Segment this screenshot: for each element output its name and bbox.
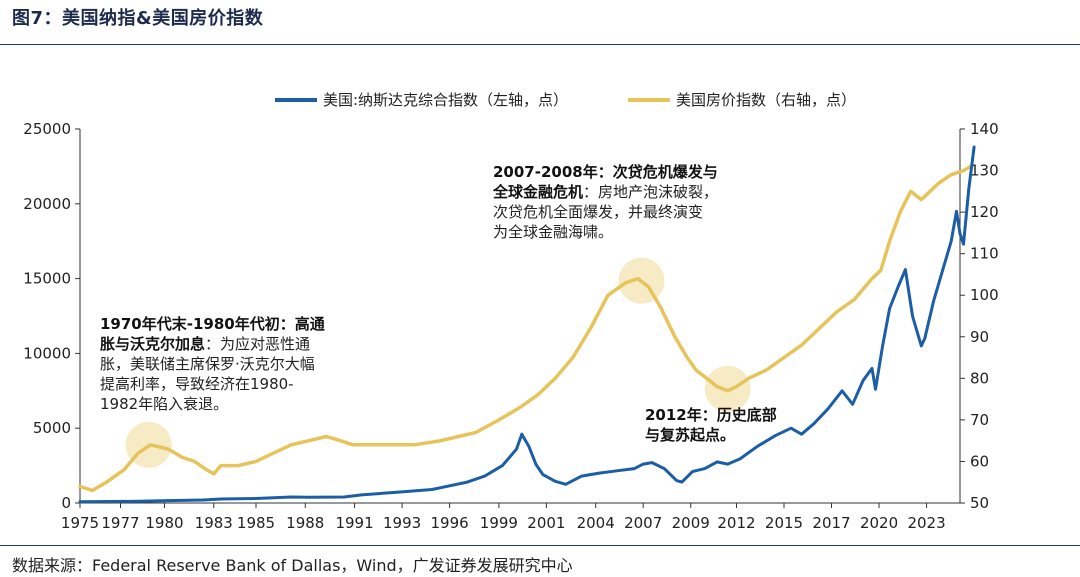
annotation-text: 1982年陷入衰退。 bbox=[100, 395, 229, 413]
annotation-bold-text: 1970年代末-1980年代初：高通 bbox=[100, 315, 325, 333]
x-tick-label: 2004 bbox=[577, 514, 615, 532]
annotation-line: 1970年代末-1980年代初：高通 bbox=[100, 314, 350, 334]
right-y-tick-label: 100 bbox=[970, 286, 999, 304]
right-y-tick-label: 110 bbox=[970, 245, 999, 263]
annotation-1970s: 1970年代末-1980年代初：高通 胀与沃克尔加息：为应对恶性通 胀，美联储主席保… bbox=[100, 314, 350, 414]
x-tick-label: 2007 bbox=[624, 514, 662, 532]
annotation-line: 胀，美联储主席保罗·沃克尔大幅 bbox=[100, 354, 350, 374]
x-tick-label: 2017 bbox=[812, 514, 850, 532]
annotation-text: 提高利率，导致经济在1980- bbox=[100, 375, 294, 393]
annotation-text: 胀，美联储主席保罗·沃克尔大幅 bbox=[100, 355, 315, 373]
annotation-bold-text: 全球金融危机 bbox=[493, 183, 584, 201]
bottom-rule bbox=[0, 545, 1080, 546]
annotation-line: 2012年：历史底部 bbox=[645, 405, 805, 425]
annotation-bold-text: 2012年：历史底部 bbox=[645, 406, 777, 424]
left-y-tick-label: 15000 bbox=[23, 270, 71, 288]
annotation-line: 为全球金融海啸。 bbox=[493, 222, 753, 242]
left-y-tick-label: 20000 bbox=[23, 195, 71, 213]
right-y-tick-label: 50 bbox=[970, 494, 989, 512]
annotation-text: ：房地产泡沫破裂， bbox=[583, 183, 719, 201]
right-y-tick-label: 90 bbox=[970, 328, 989, 346]
left-y-tick-label: 0 bbox=[61, 494, 71, 512]
right-y-tick-label: 60 bbox=[970, 452, 989, 470]
legend-label-nasdaq: 美国:纳斯达克综合指数（左轴，点） bbox=[323, 91, 568, 109]
nasdaq-series-line bbox=[78, 145, 976, 504]
right-y-tick-label: 140 bbox=[970, 120, 999, 138]
x-tick-label: 1999 bbox=[480, 514, 518, 532]
figure-title: 图7：美国纳指&美国房价指数 bbox=[12, 8, 264, 29]
annotation-line: 提高利率，导致经济在1980- bbox=[100, 374, 350, 394]
annotation-text: 次贷危机全面爆发，并最终演变 bbox=[493, 203, 704, 221]
legend-label-house-price: 美国房价指数（右轴，点） bbox=[676, 91, 856, 109]
chart-series bbox=[78, 145, 976, 504]
right-y-tick-label: 130 bbox=[970, 162, 999, 180]
x-tick-label: 2012 bbox=[717, 514, 755, 532]
chart-axes: 0 5000 10000 15000 20000 25000 50 60 70 80 90 100 11… bbox=[23, 120, 998, 532]
x-tick-label: 1975 bbox=[61, 514, 99, 532]
x-tick-label: 1991 bbox=[335, 514, 373, 532]
x-tick-label: 2020 bbox=[860, 514, 898, 532]
annotation-line: 与复苏起点。 bbox=[645, 425, 805, 445]
x-tick-label: 1988 bbox=[286, 514, 324, 532]
left-y-tick-label: 5000 bbox=[33, 419, 71, 437]
annotation-text: ：为应对恶性通 bbox=[205, 335, 311, 353]
house-price-series-line bbox=[78, 164, 973, 493]
chart-legend: 美国:纳斯达克综合指数（左轴，点） 美国房价指数（右轴，点） bbox=[275, 91, 856, 109]
x-tick-label: 2023 bbox=[907, 514, 945, 532]
x-tick-label: 2001 bbox=[527, 514, 565, 532]
x-tick-label: 1993 bbox=[383, 514, 421, 532]
annotation-text: 为全球金融海啸。 bbox=[493, 223, 614, 241]
chart-svg: 0 5000 10000 15000 20000 25000 50 60 70 80 90 100 11… bbox=[23, 91, 998, 532]
x-tick-label: 1983 bbox=[195, 514, 233, 532]
annotation-line: 胀与沃克尔加息：为应对恶性通 bbox=[100, 334, 350, 354]
top-rule bbox=[0, 44, 1080, 45]
left-y-tick-label: 25000 bbox=[23, 120, 71, 138]
x-tick-label: 1977 bbox=[101, 514, 139, 532]
right-y-tick-label: 80 bbox=[970, 369, 989, 387]
right-y-tick-label: 120 bbox=[970, 203, 999, 221]
right-y-tick-label: 70 bbox=[970, 411, 989, 429]
annotation-bold-text: 2007-2008年：次贷危机爆发与 bbox=[493, 163, 718, 181]
annotation-line: 次贷危机全面爆发，并最终演变 bbox=[493, 202, 753, 222]
x-tick-label: 2009 bbox=[672, 514, 710, 532]
annotation-2007: 2007-2008年：次贷危机爆发与 全球金融危机：房地产泡沫破裂， 次贷危机全面爆… bbox=[493, 162, 753, 242]
annotation-bold-text: 与复苏起点。 bbox=[645, 426, 736, 444]
data-source: 数据来源：Federal Reserve Bank of Dallas，Wind… bbox=[12, 556, 573, 575]
x-tick-label: 1980 bbox=[145, 514, 183, 532]
left-y-tick-label: 10000 bbox=[23, 344, 71, 362]
x-tick-label: 2015 bbox=[765, 514, 803, 532]
annotation-bold-text: 胀与沃克尔加息 bbox=[100, 335, 206, 353]
highlight-circle-2 bbox=[704, 365, 751, 412]
annotation-line: 全球金融危机：房地产泡沫破裂， bbox=[493, 182, 753, 202]
annotation-line: 2007-2008年：次贷危机爆发与 bbox=[493, 162, 753, 182]
annotation-2012: 2012年：历史底部 与复苏起点。 bbox=[645, 405, 805, 445]
x-tick-label: 1996 bbox=[431, 514, 469, 532]
annotation-line: 1982年陷入衰退。 bbox=[100, 394, 350, 414]
x-tick-label: 1985 bbox=[237, 514, 275, 532]
